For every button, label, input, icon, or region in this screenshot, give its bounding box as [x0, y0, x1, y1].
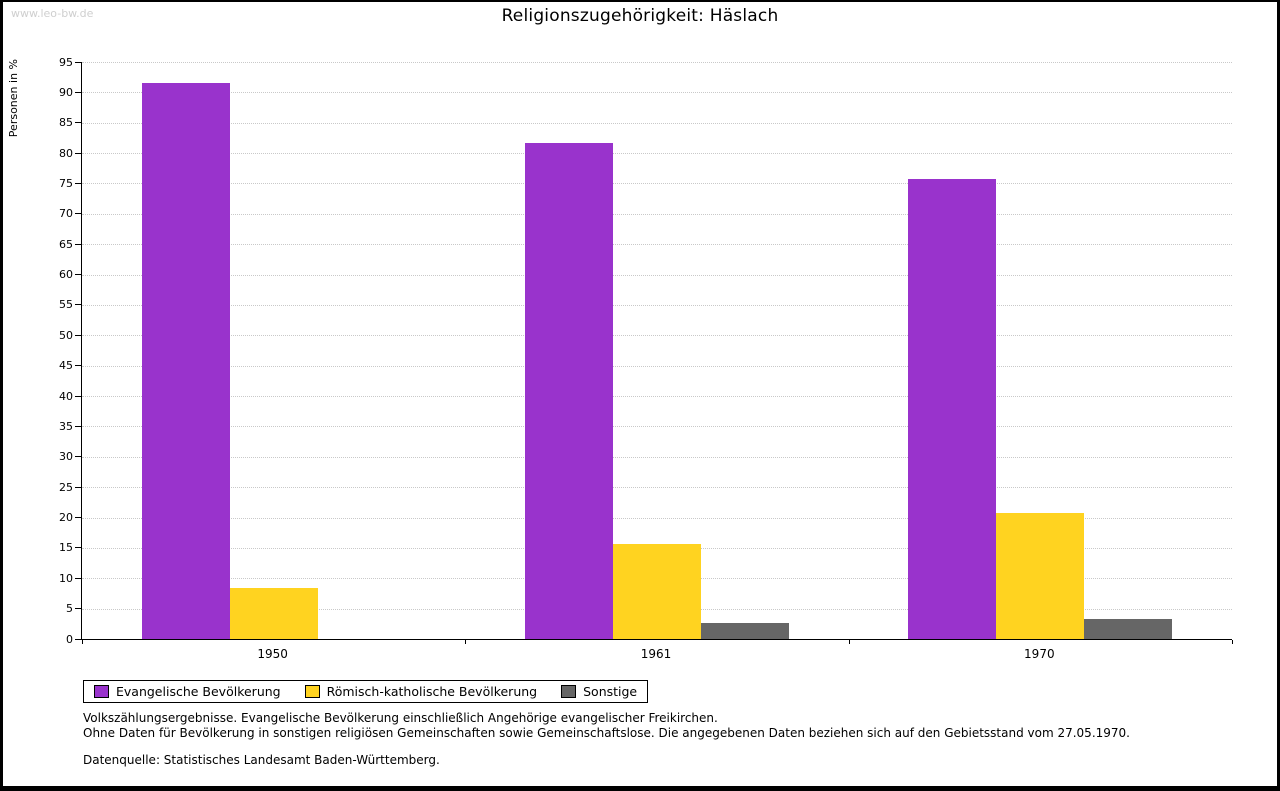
y-axis-tick: [75, 608, 81, 610]
gridline: [82, 213, 1232, 215]
x-axis-tick: [1232, 640, 1233, 644]
x-axis-tick: [82, 640, 83, 644]
y-tick-label: 60: [59, 268, 73, 282]
gridline: [82, 335, 1232, 337]
y-axis-tick: [75, 274, 81, 276]
y-tick-label: 10: [59, 571, 73, 585]
x-axis-tick: [465, 640, 467, 644]
gridline: [82, 304, 1232, 306]
bar: [996, 512, 1085, 639]
bar-group: [849, 178, 1232, 639]
y-tick-label: 30: [59, 450, 73, 464]
x-tick-label: 1950: [257, 647, 288, 661]
y-axis-tick: [75, 577, 81, 579]
y-axis-tick: [75, 638, 81, 640]
gridline: [82, 426, 1232, 428]
gridline: [82, 183, 1232, 185]
y-tick-label: 15: [59, 541, 73, 555]
footnote-line-2: Ohne Daten für Bevölkerung in sonstigen …: [83, 725, 1130, 740]
y-axis-tick: [75, 456, 81, 458]
bar: [612, 544, 701, 639]
footnote-text: Volkszählungsergebnisse. Evangelische Be…: [83, 711, 1130, 740]
gridline: [82, 62, 1232, 63]
y-tick-label: 90: [59, 85, 73, 99]
y-axis-tick: [75, 91, 81, 93]
y-tick-label: 0: [66, 632, 73, 646]
legend-swatch-icon: [94, 685, 109, 698]
legend-label: Sonstige: [583, 684, 638, 699]
legend-swatch-icon: [304, 685, 320, 698]
gridline: [82, 456, 1232, 458]
bar: [229, 587, 318, 639]
y-axis-tick: [75, 365, 81, 367]
y-axis-tick: [75, 243, 81, 245]
x-tick-label: 1970: [1024, 647, 1055, 661]
y-tick-label: 55: [59, 298, 73, 312]
y-tick-label: 70: [59, 207, 73, 221]
gridline: [82, 92, 1232, 94]
legend-swatch-icon: [561, 685, 577, 698]
y-axis-tick: [75, 517, 81, 519]
footnote-line-1: Volkszählungsergebnisse. Evangelische Be…: [83, 711, 718, 725]
y-axis-tick: [75, 213, 81, 215]
bar: [141, 83, 230, 639]
y-axis-tick: [75, 61, 81, 63]
y-axis-tick: [75, 122, 81, 124]
x-axis-tick: [848, 640, 850, 644]
y-axis-tick: [75, 395, 81, 397]
y-axis-tick: [75, 547, 81, 549]
y-tick-label: 75: [59, 176, 73, 190]
x-tick-label: 1961: [640, 647, 672, 661]
y-tick-label: 40: [59, 389, 73, 403]
y-axis-tick: [75, 152, 81, 154]
legend-item: Römisch-katholische Bevölkerung: [304, 684, 538, 699]
gridline: [82, 517, 1232, 519]
legend-item: Evangelische Bevölkerung: [94, 684, 281, 699]
y-axis-tick: [75, 486, 81, 488]
bar-group: [465, 143, 848, 639]
y-tick-label: 20: [59, 511, 73, 525]
watermark: www.leo-bw.de: [11, 7, 94, 20]
y-tick-label: 45: [59, 359, 73, 373]
legend: Evangelische Bevölkerung Römisch-katholis…: [83, 680, 649, 703]
gridline: [82, 244, 1232, 246]
gridline: [82, 153, 1232, 155]
gridline: [82, 396, 1232, 398]
gridline: [82, 274, 1232, 276]
legend-item: Sonstige: [561, 684, 637, 699]
y-tick-label: 95: [59, 55, 73, 69]
source-text: Datenquelle: Statistisches Landesamt Bad…: [83, 753, 440, 767]
chart-title: Religionszugehörigkeit: Häslach: [501, 6, 779, 26]
y-axis-tick: [75, 304, 81, 306]
legend-label: Evangelische Bevölkerung: [116, 684, 281, 699]
bar: [908, 178, 997, 639]
y-tick-label: 25: [59, 480, 73, 494]
bar: [700, 623, 789, 639]
gridline: [82, 487, 1232, 489]
y-tick-label: 65: [59, 237, 73, 251]
bar: [1084, 618, 1173, 639]
bar: [524, 143, 613, 639]
y-tick-label: 50: [59, 328, 73, 342]
legend-label: Römisch-katholische Bevölkerung: [326, 684, 538, 699]
y-tick-label: 5: [66, 602, 73, 616]
y-axis-tick: [75, 182, 81, 184]
gridline: [82, 122, 1232, 124]
y-tick-label: 35: [59, 419, 73, 433]
bar-group: [82, 83, 465, 639]
y-tick-label: 85: [59, 116, 73, 130]
y-tick-label: 80: [59, 146, 73, 160]
y-axis-tick: [75, 334, 81, 336]
plot-area: [75, 61, 1233, 644]
y-axis-tick: [75, 425, 81, 427]
gridline: [82, 365, 1232, 367]
y-axis-label: Personen in %: [7, 59, 20, 138]
